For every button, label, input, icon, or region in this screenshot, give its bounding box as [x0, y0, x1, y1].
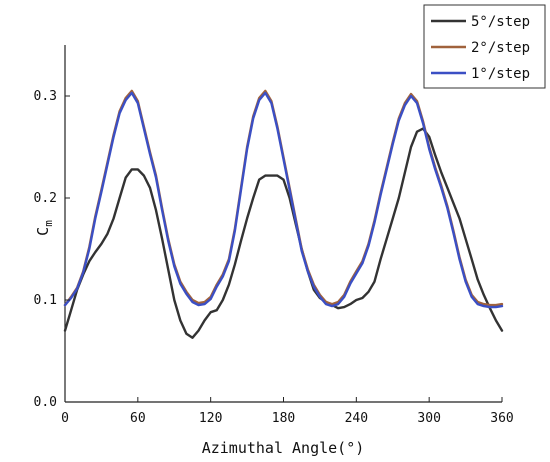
legend-label-3: 1°/step	[471, 66, 530, 82]
series-line-1	[63, 127, 504, 339]
series-line-3	[63, 91, 504, 309]
x-axis-title: Azimuthal Angle(°)	[202, 439, 365, 457]
y-tick-label: 0.2	[34, 191, 57, 206]
x-tick-label: 120	[199, 411, 222, 426]
svg-text:Cm: Cm	[34, 220, 55, 236]
x-tick-label: 60	[130, 411, 146, 426]
x-tick-label: 360	[490, 411, 513, 426]
y-tick-label: 0.0	[34, 395, 57, 410]
y-axis-title: Cm	[34, 220, 55, 236]
y-tick-label: 0.1	[34, 293, 57, 308]
legend: 5°/step 2°/step 1°/step	[423, 4, 546, 89]
x-tick-label: 180	[272, 411, 295, 426]
x-tick-label: 300	[417, 411, 440, 426]
series-line-2	[63, 89, 504, 307]
legend-label-1: 5°/step	[471, 14, 530, 30]
y-axis-title-sub: m	[42, 220, 55, 227]
series-group	[63, 89, 504, 339]
tick-group: 0 60 120 180 240 300 360 0.0 0.1 0.2 0.3	[34, 89, 514, 426]
y-axis-title-main: C	[34, 227, 52, 236]
x-tick-label: 0	[61, 411, 69, 426]
x-tick-label: 240	[345, 411, 368, 426]
y-tick-label: 0.3	[34, 89, 57, 104]
axes	[64, 45, 502, 403]
legend-label-2: 2°/step	[471, 40, 530, 56]
